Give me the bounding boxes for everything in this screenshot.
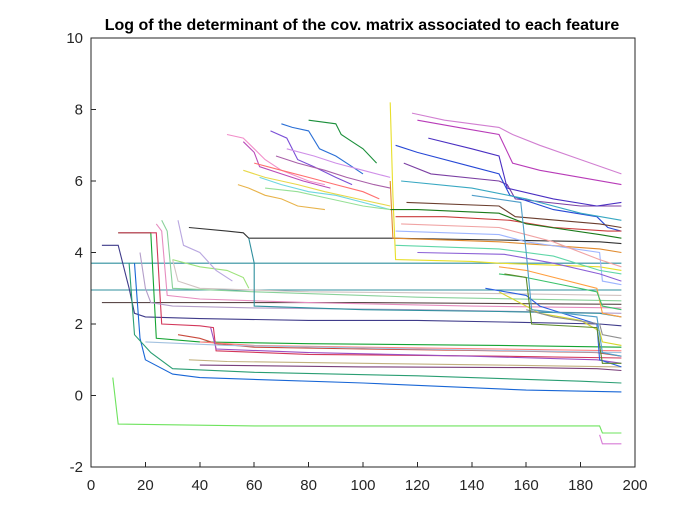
x-axis: 0 20 40 60 80 100 120 140 160 180 200 [87,462,648,494]
series-line-49 [237,184,325,211]
series-line-18 [188,359,622,368]
series-line-20 [145,341,622,354]
x-tick-label: 100 [350,477,375,494]
y-tick-label: 4 [75,245,83,262]
series-line-16 [199,341,622,352]
series-line-48 [242,141,331,189]
series-line-31 [411,112,622,175]
series-line-29 [395,216,622,232]
y-tick-label: -2 [70,459,83,476]
series-line-57 [286,148,391,178]
series-line-12 [155,223,622,309]
y-tick-label: 0 [75,388,83,405]
series-line-30 [390,209,622,239]
series-line-21 [188,226,622,245]
x-tick-label: 200 [622,477,647,494]
series-line-27 [403,162,622,207]
series-line-23 [172,259,250,289]
series-line-5 [101,302,622,305]
series-line-38 [395,244,622,275]
series-line-37 [401,223,622,268]
plot-lines [91,102,622,445]
series-line-26 [389,180,622,254]
series-line-54 [259,176,391,211]
series-line-35 [406,201,622,229]
x-tick-label: 140 [459,477,484,494]
y-tick-label: 2 [75,316,83,333]
series-line-13 [161,220,622,302]
x-tick-label: 20 [137,477,154,494]
x-tick-label: 40 [191,477,208,494]
y-axis: -2 0 2 4 6 8 10 [66,30,96,476]
series-line-53 [254,162,380,200]
series-line-9 [128,263,622,384]
series-line-22 [248,238,622,318]
series-line-33 [428,137,622,207]
series-line-24 [177,220,233,282]
series-line-25 [389,102,622,271]
series-line-46 [504,273,622,364]
y-tick-label: 10 [66,30,83,47]
series-line-11 [139,252,622,314]
series-line-52 [270,130,353,186]
series-line-42 [485,287,622,368]
series-line-6 [101,244,622,327]
series-line-2 [599,434,622,445]
series-line-56 [275,155,391,189]
x-tick-label: 0 [87,477,95,494]
x-tick-label: 80 [300,477,317,494]
series-line-50 [281,123,364,175]
series-line-36 [395,230,622,286]
chart-title: Log of the determinant of the cov. matri… [105,17,620,34]
series-line-39 [417,251,622,282]
series-line-45 [471,194,622,357]
series-line-47 [226,133,326,186]
x-tick-label: 160 [514,477,539,494]
y-tick-label: 8 [75,102,83,119]
series-line-19 [199,364,622,372]
axes-box [90,37,636,468]
y-tick-label: 6 [75,173,83,190]
x-tick-label: 60 [246,477,263,494]
series-line-32 [417,119,622,186]
series-line-44 [526,309,622,339]
series-line-55 [243,169,391,207]
x-tick-label: 120 [405,477,430,494]
series-line-51 [308,119,377,164]
series-line-34 [401,180,622,221]
series-line-40 [498,266,622,318]
x-tick-label: 180 [568,477,593,494]
series-line-58 [265,187,391,211]
series-line-1 [112,377,622,434]
